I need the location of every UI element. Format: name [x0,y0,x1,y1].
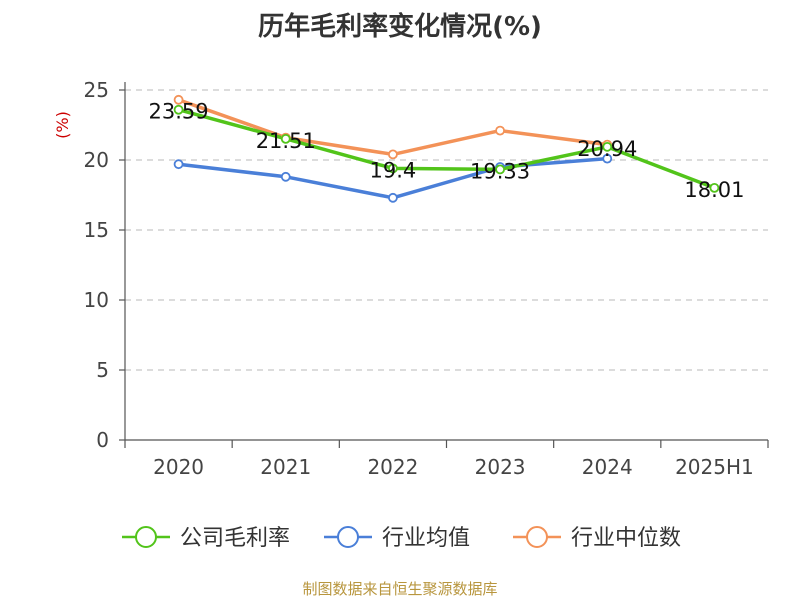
data-label-2022: 19.4 [370,158,417,182]
point-行业均值-2021 [280,171,291,182]
data-label-2024: 20.94 [577,137,637,161]
point-公司毛利率-2021 [280,133,291,144]
legend-marker [135,526,157,548]
grid-lines [125,89,768,371]
point-行业均值-2022 [388,192,398,203]
y-tick-5: 5 [96,358,109,382]
data-label-2023: 19.33 [470,159,530,183]
point-公司毛利率-2020 [173,104,184,115]
x-tick-2020: 2020 [153,455,204,479]
y-tick-15: 15 [84,218,109,242]
y-tick-labels: 0 5 10 15 20 25 [84,78,109,452]
data-labels: 23.59 21.51 19.4 19.33 20.94 18.01 [149,100,745,202]
x-tick-2021: 2021 [260,455,311,479]
series-points [173,94,720,203]
legend-marker [526,526,548,548]
point-行业中位数-2023 [495,125,505,136]
legend-item-行业均值: 行业均值 [324,526,470,551]
legend-item-公司毛利率: 公司毛利率 [122,526,290,551]
x-tick-2025H1: 2025H1 [675,455,754,479]
legend-label: 行业均值 [382,526,470,551]
x-tick-2024: 2024 [582,455,633,479]
y-axis-unit: (%) [53,111,72,139]
axes [119,82,769,448]
point-行业均值-2024 [602,153,613,164]
point-公司毛利率-2025H1 [709,182,720,193]
series-line-公司毛利率 [178,108,716,190]
chart-title: 历年毛利率变化情况(%) [258,12,542,42]
x-tick-labels: 2020 2021 2022 2023 2024 2025H1 [153,455,754,479]
legend-label: 公司毛利率 [180,526,290,551]
point-行业中位数-2020 [173,94,184,105]
x-tick-2023: 2023 [475,455,526,479]
legend: 公司毛利率 行业均值 行业中位数 [122,526,681,551]
y-tick-0: 0 [96,428,109,452]
data-label-2025H1: 18.01 [684,178,744,202]
data-label-2021: 21.51 [256,129,316,153]
legend-item-行业中位数: 行业中位数 [513,526,681,551]
y-tick-10: 10 [84,288,109,312]
point-行业中位数-2022 [388,149,398,160]
point-公司毛利率-2023 [495,164,505,175]
legend-marker [337,526,359,548]
x-tick-2022: 2022 [367,455,418,479]
y-tick-20: 20 [84,148,109,172]
point-行业均值-2020 [173,159,184,170]
data-source-note: 制图数据来自恒生聚源数据库 [302,580,498,598]
data-label-2020: 23.59 [149,100,209,124]
y-tick-25: 25 [84,78,109,102]
point-公司毛利率-2024 [602,141,613,152]
legend-label: 行业中位数 [571,526,681,551]
point-公司毛利率-2022 [388,163,398,174]
